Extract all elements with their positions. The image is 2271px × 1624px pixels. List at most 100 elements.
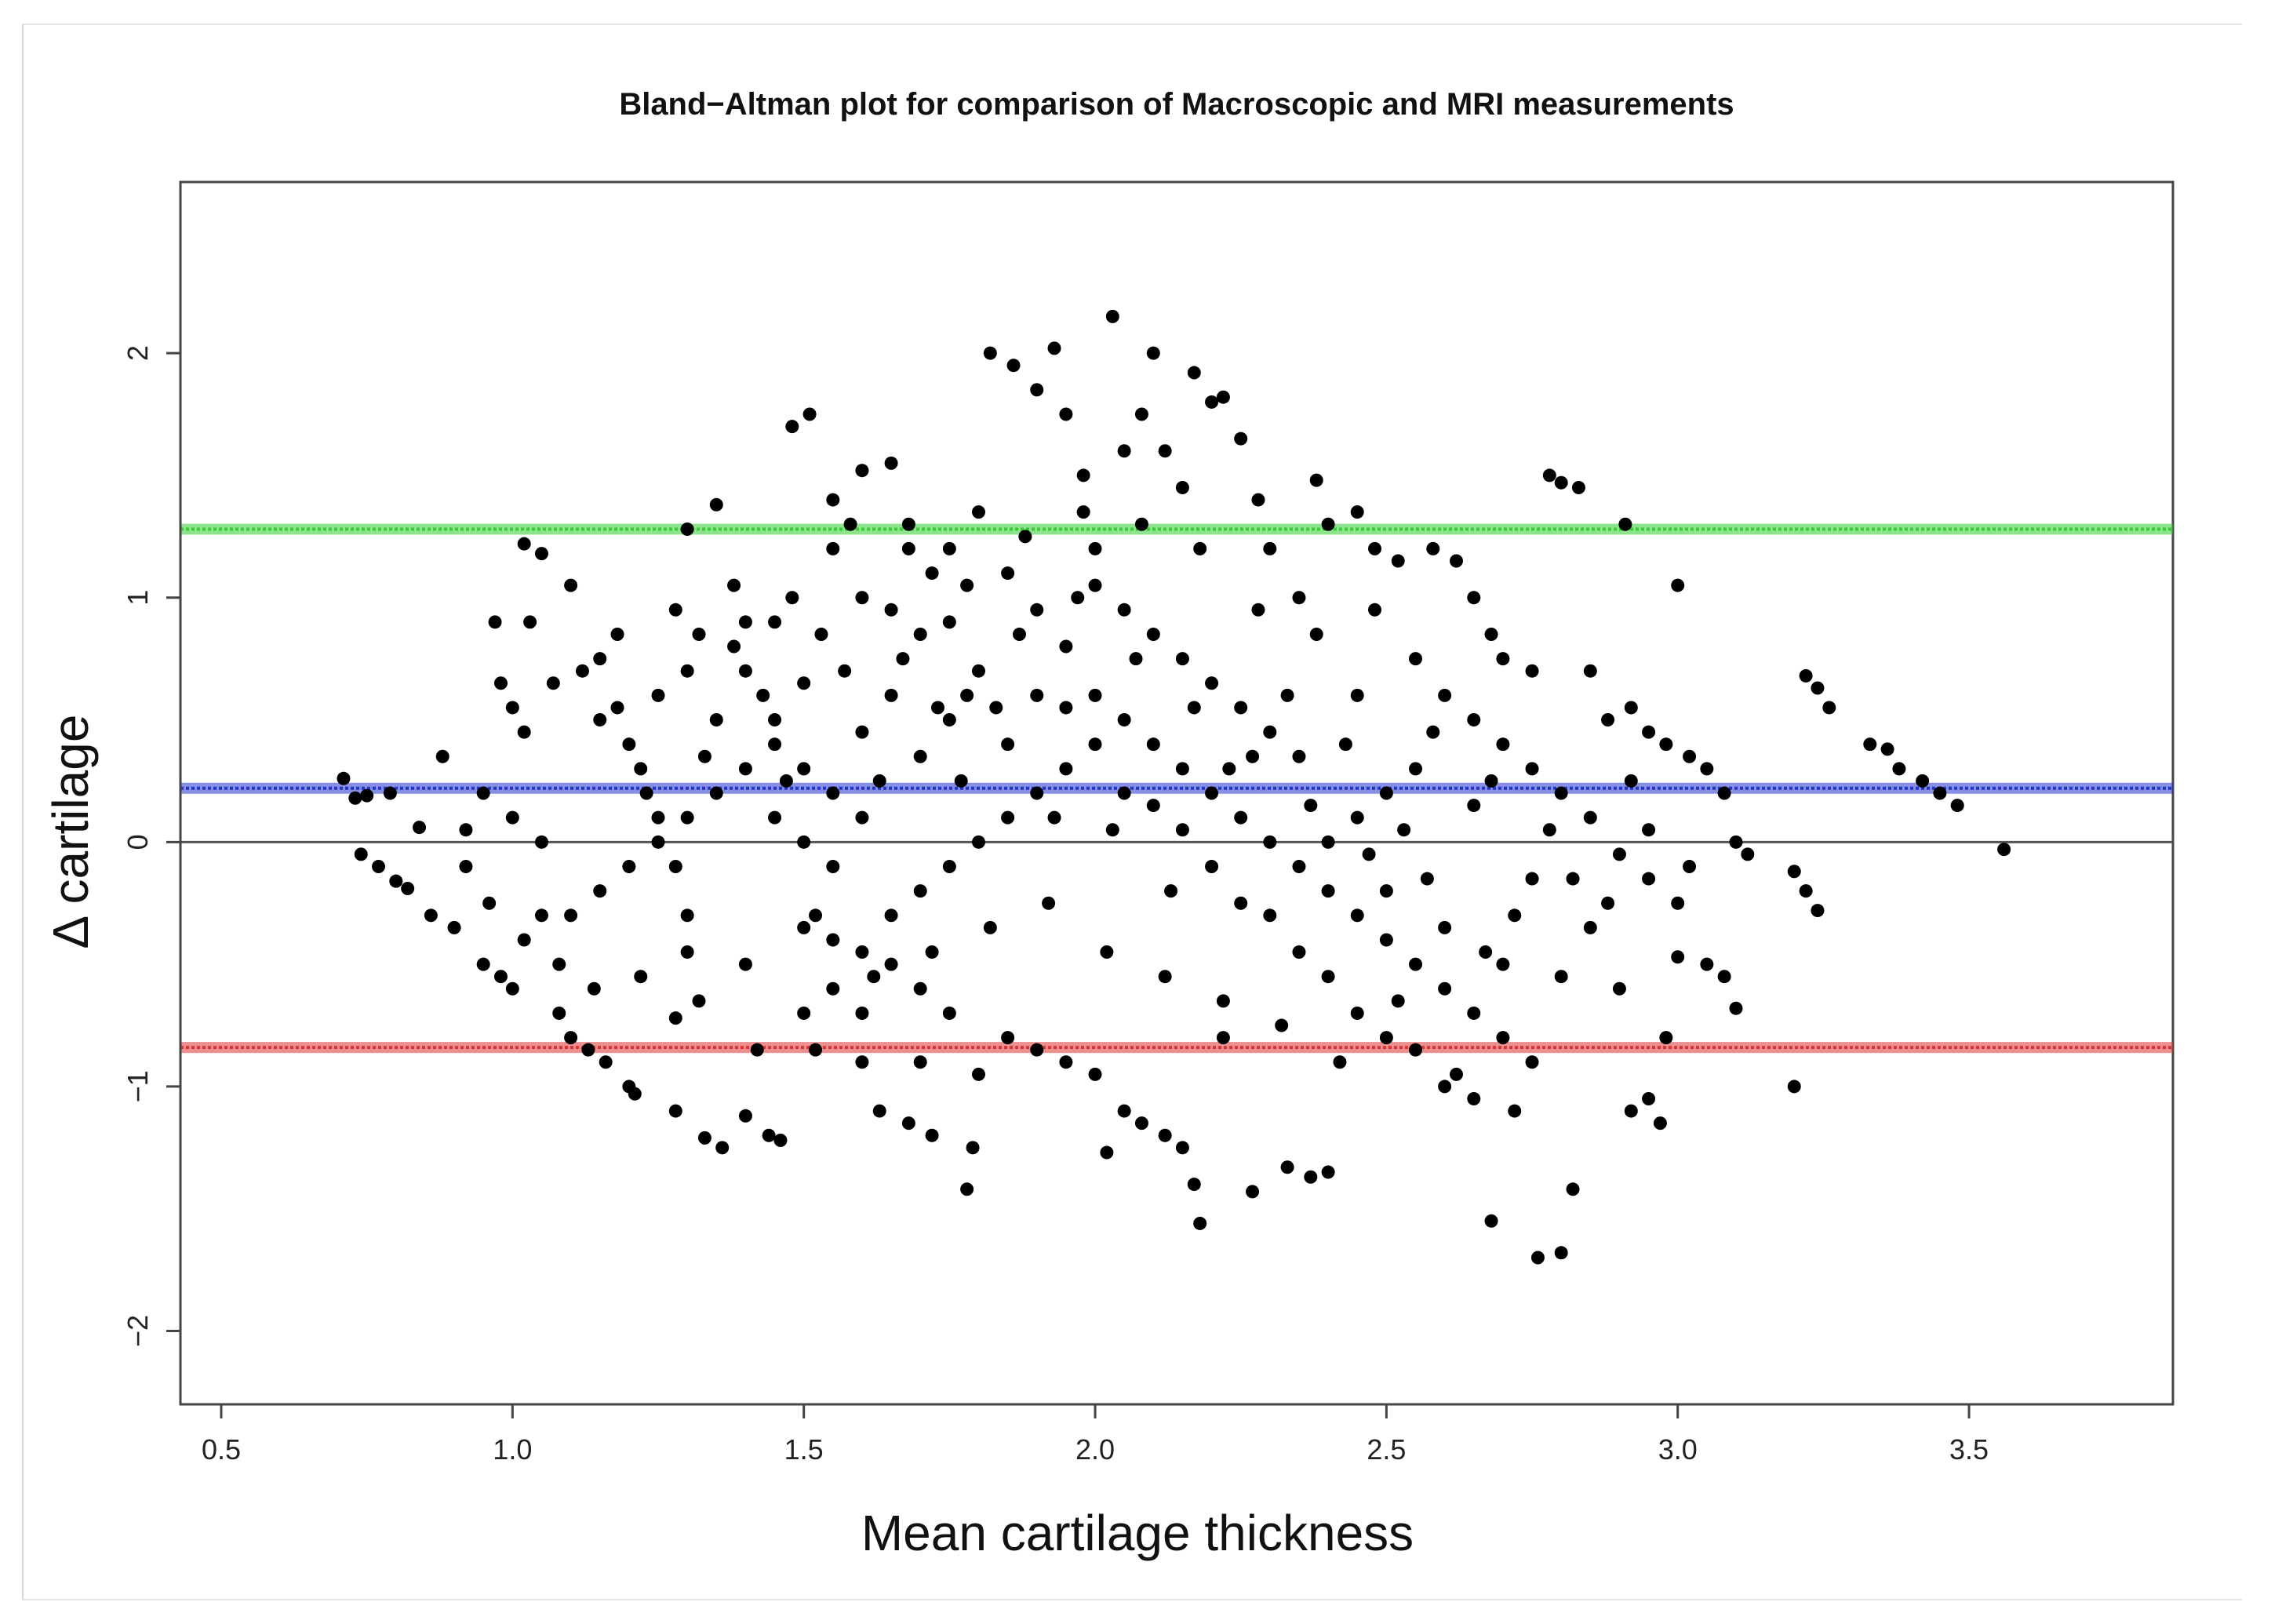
data-point xyxy=(960,578,974,592)
data-point xyxy=(401,882,415,896)
data-point xyxy=(1350,505,1364,519)
y-axis: −2 −1 0 1 2 xyxy=(122,345,182,1347)
data-point xyxy=(1263,908,1277,923)
data-point xyxy=(639,786,653,800)
data-point xyxy=(1467,1006,1481,1020)
data-point xyxy=(1117,786,1131,800)
data-point xyxy=(1042,896,1056,910)
data-point xyxy=(1134,1116,1148,1131)
data-point xyxy=(680,522,694,536)
data-point xyxy=(797,1006,811,1020)
data-point xyxy=(797,676,811,690)
data-point xyxy=(1525,762,1539,776)
data-point xyxy=(1350,908,1364,923)
data-point xyxy=(1787,865,1801,879)
data-point xyxy=(517,933,531,947)
data-point xyxy=(843,517,857,531)
data-point xyxy=(651,810,665,825)
x-tick-label: 3.5 xyxy=(1949,1433,1989,1466)
data-point xyxy=(901,517,915,531)
data-point xyxy=(797,835,811,849)
data-point xyxy=(872,1104,886,1118)
data-point xyxy=(942,541,956,555)
data-point xyxy=(715,1141,730,1155)
reference-lines xyxy=(180,523,2173,1054)
data-point xyxy=(1438,981,1452,996)
data-point xyxy=(855,591,869,605)
data-point xyxy=(1205,676,1219,690)
data-point xyxy=(1146,737,1160,752)
data-point xyxy=(1071,591,1085,605)
data-point xyxy=(1467,799,1481,813)
data-point xyxy=(1426,541,1440,555)
data-point xyxy=(1205,859,1219,873)
data-point xyxy=(768,615,782,629)
data-point xyxy=(546,676,560,690)
data-point xyxy=(738,615,752,629)
data-point xyxy=(1321,1165,1335,1179)
data-point xyxy=(750,1043,764,1057)
data-point xyxy=(884,688,898,702)
data-point xyxy=(1059,1055,1073,1069)
data-point xyxy=(1717,786,1731,800)
data-point xyxy=(1030,603,1044,617)
data-point xyxy=(1292,945,1306,959)
data-point xyxy=(1350,810,1364,825)
data-point xyxy=(552,1006,566,1020)
figure-frame xyxy=(22,24,2242,1600)
data-point xyxy=(1525,872,1539,886)
data-point xyxy=(1205,786,1219,800)
data-point xyxy=(1409,1043,1423,1057)
data-point xyxy=(692,627,706,641)
data-point xyxy=(1467,591,1481,605)
data-point xyxy=(476,786,490,800)
data-point xyxy=(960,1182,974,1196)
data-point xyxy=(1496,737,1510,752)
data-point xyxy=(1251,603,1265,617)
data-point xyxy=(709,713,723,727)
data-point xyxy=(1700,957,1714,971)
data-point xyxy=(1030,1043,1044,1057)
data-point xyxy=(1426,725,1440,739)
data-point xyxy=(1117,713,1131,727)
data-point xyxy=(785,591,799,605)
data-point xyxy=(383,786,397,800)
data-point xyxy=(1076,505,1090,519)
data-point xyxy=(564,908,578,923)
data-point xyxy=(756,688,770,702)
x-tick-label: 0.5 xyxy=(202,1433,241,1466)
data-point xyxy=(1100,945,1114,959)
data-point xyxy=(1997,843,2011,857)
data-point xyxy=(884,957,898,971)
data-point xyxy=(1193,1216,1207,1230)
data-point xyxy=(1030,383,1044,397)
data-point xyxy=(971,1067,985,1081)
data-point xyxy=(1467,1092,1481,1105)
scatter-points xyxy=(337,309,2011,1265)
data-point xyxy=(966,1141,980,1155)
data-point xyxy=(1624,701,1638,715)
data-point xyxy=(697,1131,712,1145)
data-point xyxy=(1076,468,1090,482)
data-point xyxy=(1892,762,1906,776)
data-point xyxy=(459,859,473,873)
data-point xyxy=(1811,681,1825,695)
data-point xyxy=(575,664,589,678)
data-point xyxy=(1671,578,1685,592)
data-point xyxy=(1525,1055,1539,1069)
data-point xyxy=(372,859,386,873)
data-point xyxy=(1566,1182,1580,1196)
data-point xyxy=(1642,1092,1656,1105)
data-point xyxy=(337,771,351,785)
data-point xyxy=(1292,749,1306,763)
data-point xyxy=(1251,493,1265,507)
data-point xyxy=(1216,390,1230,404)
data-point xyxy=(925,1128,939,1142)
data-point xyxy=(826,493,840,507)
data-point xyxy=(971,505,985,519)
data-point xyxy=(1799,668,1813,683)
data-point xyxy=(1671,950,1685,964)
data-point xyxy=(1222,762,1236,776)
data-point xyxy=(1700,762,1714,776)
